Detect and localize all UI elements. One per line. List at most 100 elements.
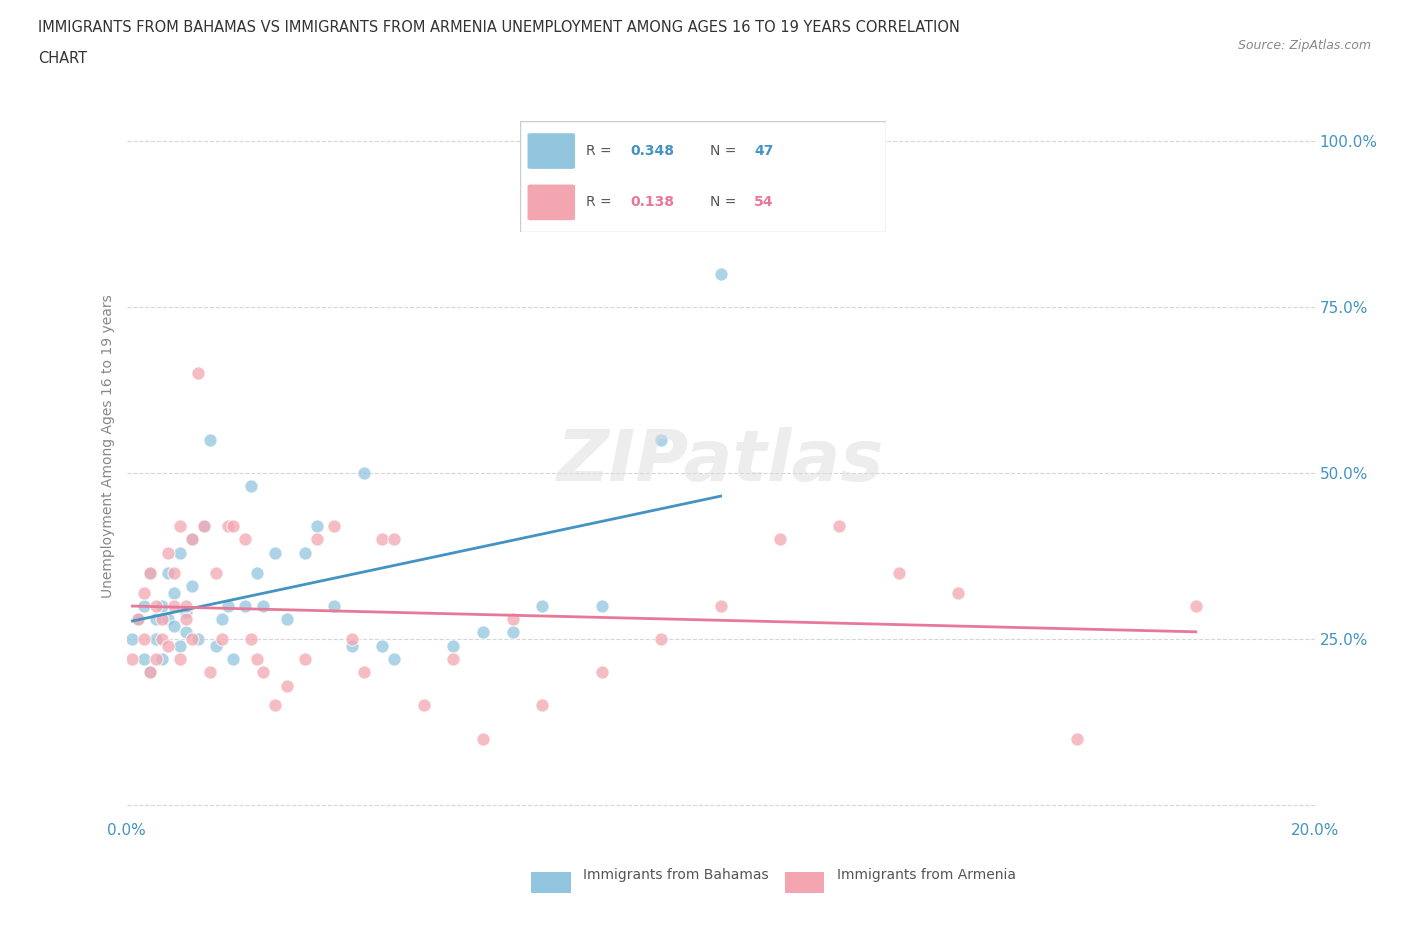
Point	[187, 631, 209, 646]
Point	[174, 605, 197, 620]
Point	[887, 565, 910, 580]
Text: 0.138: 0.138	[630, 195, 673, 209]
Point	[187, 365, 209, 380]
Point	[193, 519, 215, 534]
Point	[145, 652, 167, 667]
Point	[204, 565, 226, 580]
Point	[139, 565, 162, 580]
Point	[198, 665, 221, 680]
Point	[441, 652, 464, 667]
Point	[709, 598, 731, 613]
Point	[371, 638, 394, 653]
Point	[169, 545, 191, 560]
Point	[591, 598, 613, 613]
Point	[169, 519, 191, 534]
Point	[353, 466, 375, 481]
Point	[217, 598, 239, 613]
Point	[193, 519, 215, 534]
Point	[180, 532, 202, 547]
Text: 47: 47	[754, 144, 773, 158]
Point	[305, 519, 328, 534]
Point	[169, 638, 191, 653]
Point	[134, 631, 156, 646]
FancyBboxPatch shape	[527, 133, 575, 169]
Point	[948, 585, 970, 600]
Point	[150, 598, 173, 613]
Point	[157, 565, 180, 580]
Point	[163, 565, 186, 580]
Point	[157, 545, 180, 560]
Point	[180, 578, 202, 593]
FancyBboxPatch shape	[527, 184, 575, 220]
Point	[127, 612, 149, 627]
Point	[441, 638, 464, 653]
Y-axis label: Unemployment Among Ages 16 to 19 years: Unemployment Among Ages 16 to 19 years	[101, 295, 115, 598]
Point	[150, 631, 173, 646]
Text: CHART: CHART	[38, 51, 87, 66]
Point	[531, 698, 554, 713]
Text: N =: N =	[710, 144, 741, 158]
Point	[217, 519, 239, 534]
Text: 0.348: 0.348	[630, 144, 673, 158]
Point	[650, 631, 672, 646]
Point	[163, 598, 186, 613]
Point	[222, 519, 245, 534]
FancyBboxPatch shape	[520, 121, 886, 232]
Point	[276, 678, 298, 693]
Point	[342, 631, 364, 646]
Point	[180, 532, 202, 547]
Point	[121, 652, 143, 667]
Point	[157, 612, 180, 627]
Point	[139, 665, 162, 680]
Point	[233, 598, 256, 613]
Point	[502, 612, 524, 627]
Point	[157, 638, 180, 653]
Point	[180, 631, 202, 646]
Point	[502, 625, 524, 640]
Point	[222, 652, 245, 667]
Point	[139, 665, 162, 680]
Point	[134, 652, 156, 667]
Point	[134, 585, 156, 600]
Point	[127, 612, 149, 627]
Point	[531, 598, 554, 613]
Point	[139, 565, 162, 580]
Point	[342, 638, 364, 653]
Point	[163, 585, 186, 600]
Point	[382, 532, 405, 547]
Point	[305, 532, 328, 547]
Text: ZIPatlas: ZIPatlas	[557, 427, 884, 496]
Point	[252, 665, 274, 680]
Point	[294, 545, 316, 560]
Point	[650, 432, 672, 447]
Point	[145, 631, 167, 646]
Point	[264, 698, 287, 713]
Point	[174, 612, 197, 627]
Point	[163, 618, 186, 633]
Point	[198, 432, 221, 447]
Text: 54: 54	[754, 195, 773, 209]
Point	[591, 665, 613, 680]
Text: Immigrants from Armenia: Immigrants from Armenia	[837, 868, 1015, 882]
Point	[471, 625, 495, 640]
Point	[1066, 731, 1088, 746]
Point	[174, 625, 197, 640]
Point	[252, 598, 274, 613]
Point	[211, 612, 233, 627]
Text: N =: N =	[710, 195, 741, 209]
Point	[145, 612, 167, 627]
Point	[211, 631, 233, 646]
Text: Immigrants from Bahamas: Immigrants from Bahamas	[583, 868, 769, 882]
Point	[323, 598, 346, 613]
Point	[174, 598, 197, 613]
Point	[204, 638, 226, 653]
Point	[353, 665, 375, 680]
Point	[769, 532, 792, 547]
Point	[233, 532, 256, 547]
Point	[382, 652, 405, 667]
Point	[323, 519, 346, 534]
Text: Source: ZipAtlas.com: Source: ZipAtlas.com	[1237, 39, 1371, 52]
Point	[246, 565, 269, 580]
Point	[294, 652, 316, 667]
Text: IMMIGRANTS FROM BAHAMAS VS IMMIGRANTS FROM ARMENIA UNEMPLOYMENT AMONG AGES 16 TO: IMMIGRANTS FROM BAHAMAS VS IMMIGRANTS FR…	[38, 20, 960, 35]
